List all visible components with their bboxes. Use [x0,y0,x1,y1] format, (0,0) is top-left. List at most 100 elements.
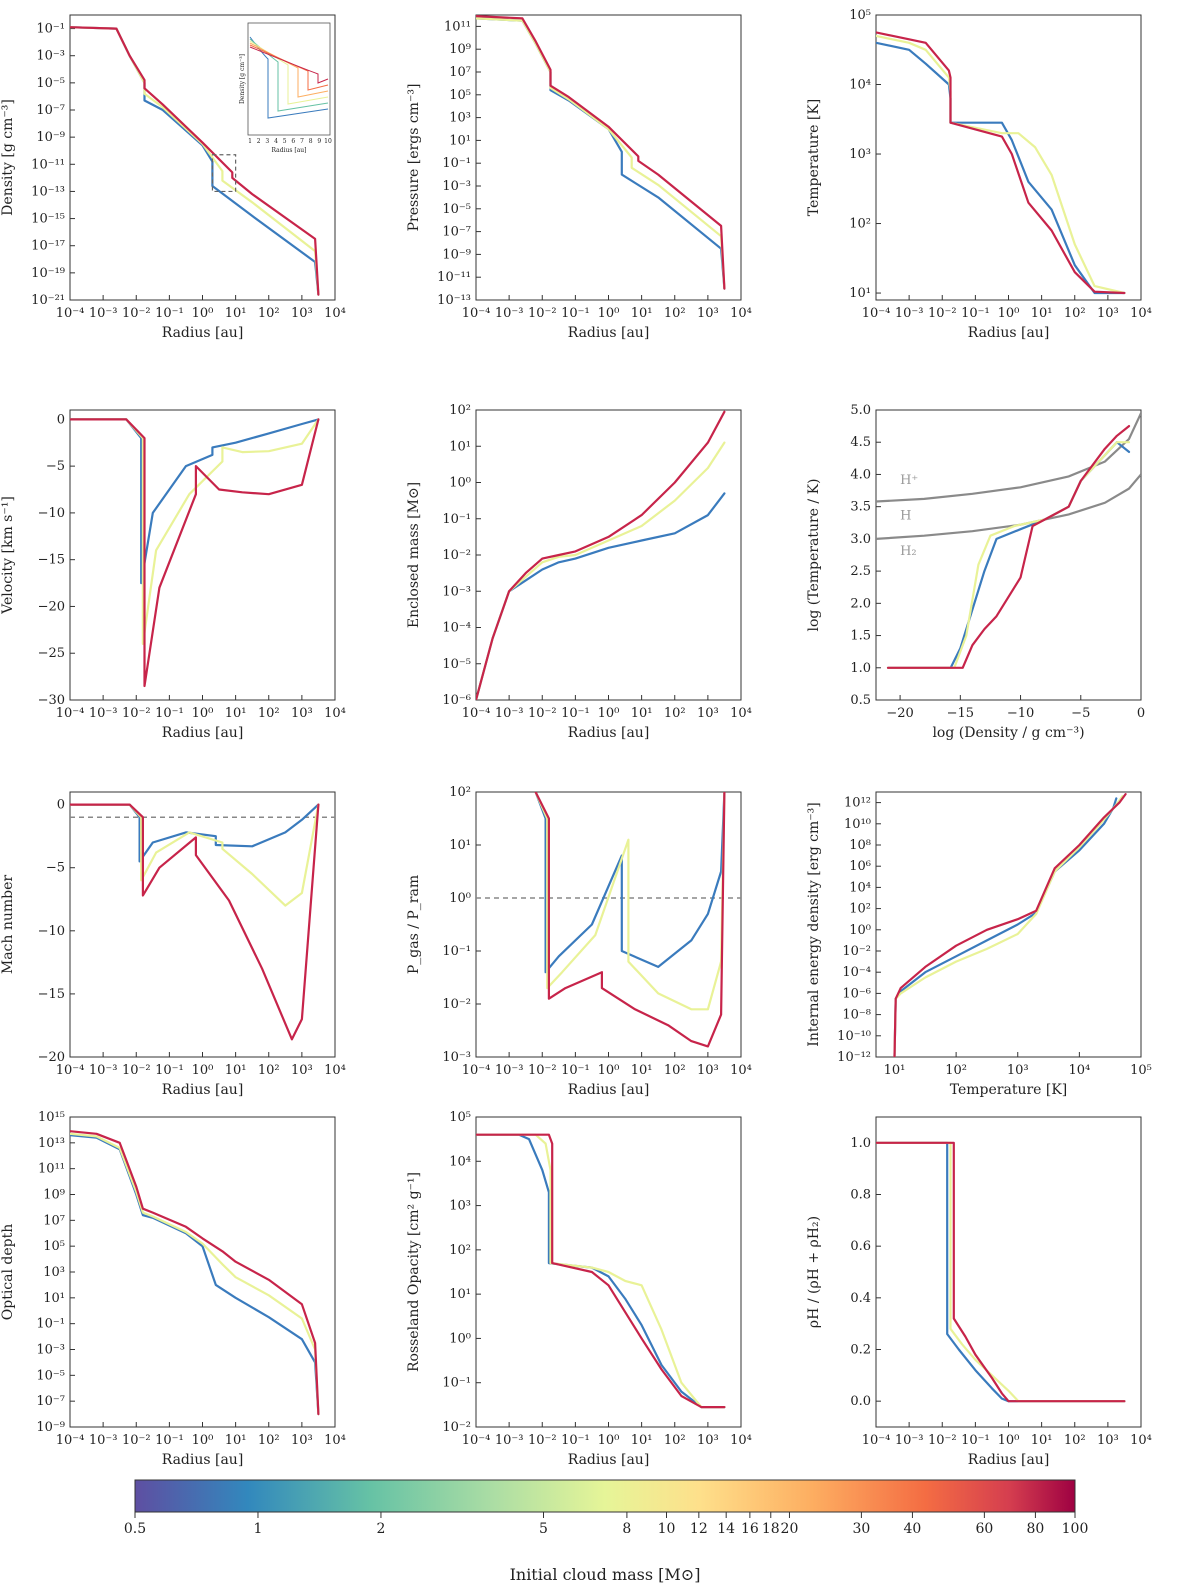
inset-x-tick: 1 [248,138,252,145]
x-tick-label: 10¹ [1031,306,1053,321]
x-tick-label: 10² [664,1433,686,1448]
colorbar-tick-label: 30 [852,1521,870,1537]
x-tick-label: −20 [886,706,913,721]
y-tick-label: 10¹ [449,1287,471,1302]
x-tick-label: 10³ [697,1063,719,1078]
y-tick-label: 10⁹ [449,42,471,57]
x-tick-label: 10⁻² [122,706,151,721]
x-tick-label: 10⁰ [192,706,214,721]
y-tick-label: 10¹¹ [38,1162,65,1177]
colorbar-tick-label: 2 [376,1521,385,1537]
y-tick-label: 10¹⁰ [844,817,871,832]
x-tick-label: 10⁻⁴ [462,706,491,721]
y-tick-label: 10⁻³ [442,1050,471,1065]
x-axis-label: Radius [au] [162,325,244,341]
y-axis-label: Enclosed mass [M⊙] [406,482,422,628]
y-tick-label: 10⁻¹ [36,1317,65,1332]
x-axis-label: Radius [au] [568,1452,650,1468]
colorbar-tick-label: 60 [975,1521,993,1537]
y-axis-label: Optical depth [0,1224,16,1321]
plot-area [876,1141,1126,1403]
inset-x-label: Radius [au] [272,147,307,154]
plot-frame [69,1116,336,1428]
x-axis-label: Radius [au] [968,1452,1050,1468]
series-line [70,26,320,296]
x-tick-label: 10⁴ [324,706,346,721]
panel-temperature: 10⁻⁴ 10⁻³ 10⁻² 10⁻¹ 10⁰ 10¹ 10² 10³ 10⁴ 10⁵ 10⁴ 10³… [806,8,1152,341]
colorbar-tick-label: 16 [741,1521,759,1537]
y-tick-label: 10³ [449,111,471,126]
y-tick-label: 10⁻⁸ [842,1008,871,1023]
y-tick-label: 10³ [849,147,871,162]
y-tick-label: 10⁰ [449,476,471,491]
y-tick-label: 10⁴ [849,880,871,895]
y-tick-label: 10⁻² [442,997,471,1012]
y-tick-label: 10⁻⁵ [36,1368,65,1383]
y-tick-label: 10⁻² [442,1420,471,1435]
x-tick-label: 10⁻² [528,1433,557,1448]
colorbar-ticks: 0.5 1 2 5 8 10 12 14 16 18 20 30 40 60 80 100 [124,1512,1088,1537]
region-label: H [900,509,911,524]
x-tick-label: 10⁴ [730,1433,752,1448]
y-tick-label: 10² [849,217,871,232]
y-tick-label: 2.5 [850,564,871,579]
x-tick-label: 10⁻¹ [561,1063,590,1078]
colorbar-tick-label: 20 [781,1521,799,1537]
y-tick-label: 10¹ [43,1291,65,1306]
colorbar-tick-label: 40 [904,1521,922,1537]
x-tick-label: 10¹ [225,1063,247,1078]
y-tick-label: 10¹⁵ [38,1110,65,1125]
y-axis-label: Temperature [K] [806,99,822,217]
plot-frame [475,14,742,301]
y-tick-label: 10⁻⁹ [36,1420,65,1435]
y-tick-label: 10⁻⁵ [442,202,471,217]
plot-area [876,31,1126,295]
y-tick-label: 10⁻¹³ [437,293,471,308]
x-tick-label: 10⁰ [192,1063,214,1078]
x-tick-label: 10² [1064,306,1086,321]
region-label: H⁺ [900,473,918,488]
y-tick-label: 0 [57,412,65,427]
y-tick-label: 10⁻⁷ [442,225,471,240]
x-tick-label: 10⁻³ [495,706,524,721]
y-tick-label: 10⁻⁵ [442,657,471,672]
y-tick-label: −30 [38,693,65,708]
series-line [476,17,726,290]
x-tick-label: 10⁻⁴ [56,706,85,721]
y-tick-label: 10⁸ [849,838,871,853]
y-tick-label: 10² [449,785,471,800]
x-tick-label: 10⁻¹ [155,1433,184,1448]
x-tick-label: 10² [258,706,280,721]
x-tick-label: 10⁻³ [495,1063,524,1078]
y-tick-label: 10⁻¹⁷ [31,239,65,254]
x-tick-label: 10⁴ [730,706,752,721]
series-line [476,1133,726,1409]
y-tick-label: 10⁻³ [442,584,471,599]
x-tick-label: 10⁰ [998,1433,1020,1448]
y-tick-label: 10¹ [449,439,471,454]
colorbar-tick-label: 0.5 [124,1521,146,1537]
x-tick-label: 10¹ [631,306,653,321]
panel-atomic-fraction: 10⁻⁴ 10⁻³ 10⁻² 10⁻¹ 10⁰ 10¹ 10² 10³ 10⁴ 1.0 0.8 0.6… [806,1116,1152,1468]
inset-x-tick: 8 [309,138,313,145]
y-tick-label: 10⁴ [449,1154,471,1169]
plot-frame [69,409,336,701]
panel-enclosed-mass: 10⁻⁴ 10⁻³ 10⁻² 10⁻¹ 10⁰ 10¹ 10² 10³ 10⁴ 10² 10¹ 10⁰… [406,403,752,741]
y-tick-label: 10⁶ [849,859,871,874]
panel-grid: 10⁻⁴ 10⁻³ 10⁻² 10⁻¹ 10⁰ 10¹ 10² 10³ 10⁴ 10⁻¹ 10⁻³ 1… [0,8,1152,1468]
plot-frame [69,791,336,1058]
y-tick-label: −15 [38,987,65,1002]
x-tick-label: 10⁻² [122,1063,151,1078]
y-tick-label: −5 [46,459,65,474]
y-tick-label: 0.8 [850,1188,871,1203]
plot-area [876,412,1141,669]
panel-pressure: 10⁻⁴ 10⁻³ 10⁻² 10⁻¹ 10⁰ 10¹ 10² 10³ 10⁴ 10¹¹ 10⁹ 10… [406,14,752,341]
series-line [70,418,320,645]
inset-series-line [249,38,329,112]
x-tick-label: 10⁻² [928,1433,957,1448]
y-tick-label: 10⁻² [842,944,871,959]
inset-series-line [249,46,329,84]
y-tick-label: 1.0 [850,661,871,676]
x-tick-label: 10⁻¹ [155,1063,184,1078]
